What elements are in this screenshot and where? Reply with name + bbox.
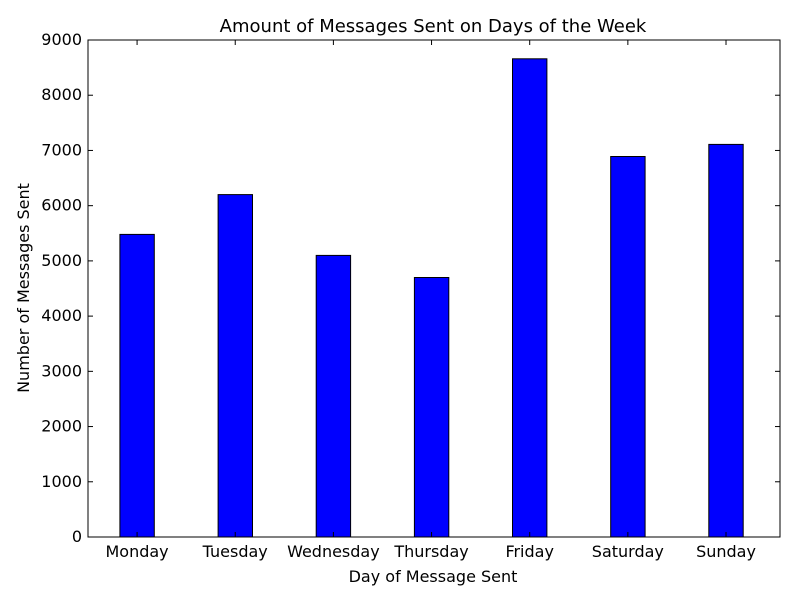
bar-monday	[119, 233, 155, 538]
plot-frame	[87, 39, 781, 538]
x-tick-label: Friday	[505, 542, 554, 561]
bar-wednesday	[315, 254, 352, 538]
y-tick-label: 7000	[41, 140, 82, 159]
x-tick-label: Monday	[105, 542, 168, 561]
x-tick-label: Tuesday	[202, 542, 268, 561]
bar-sunday	[708, 143, 744, 538]
bar-thursday	[413, 277, 450, 538]
y-tick-label: 2000	[41, 417, 82, 436]
y-tick-label: 1000	[41, 472, 82, 491]
y-tick-label: 4000	[41, 306, 82, 325]
chart-title: Amount of Messages Sent on Days of the W…	[220, 16, 647, 37]
x-tick-label: Wednesday	[287, 542, 380, 561]
ticks-layer: Monday Tuesday Wednesday Thursday Friday Satu…	[41, 30, 780, 561]
y-tick-label: 8000	[41, 85, 82, 104]
y-tick-label: 6000	[41, 196, 82, 215]
y-tick-label: 3000	[41, 361, 82, 380]
y-tick-label: 9000	[41, 30, 82, 49]
bar-saturday	[610, 156, 646, 538]
bar-friday	[512, 58, 548, 538]
x-tick-label: Sunday	[696, 542, 756, 561]
bars-layer	[119, 58, 744, 538]
x-tick-label: Thursday	[393, 542, 468, 561]
y-tick-label: 5000	[41, 251, 82, 270]
x-tick-label: Saturday	[592, 542, 664, 561]
y-axis-label: Number of Messages Sent	[14, 183, 33, 393]
y-tick-label: 0	[72, 527, 82, 546]
x-axis-label: Day of Message Sent	[349, 567, 518, 586]
bar-tuesday	[217, 194, 254, 538]
